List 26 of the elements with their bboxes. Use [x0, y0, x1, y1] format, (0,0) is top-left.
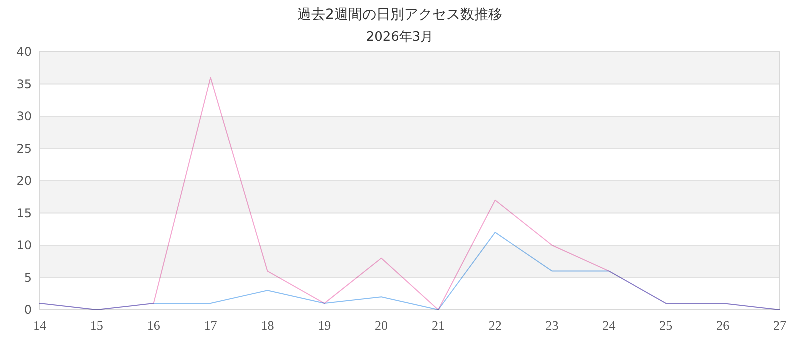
x-tick-label: 24: [602, 318, 616, 333]
x-tick-label: 27: [774, 318, 787, 333]
y-tick-label: 30: [16, 110, 32, 124]
x-tick-label: 23: [546, 318, 559, 333]
y-tick-label: 35: [16, 77, 32, 92]
y-tick-label: 25: [16, 142, 32, 156]
x-tick-label: 26: [716, 318, 730, 333]
x-tick-label: 17: [204, 318, 218, 333]
y-tick-label: 40: [16, 45, 32, 59]
x-tick-label: 21: [432, 318, 445, 333]
y-tick-label: 0: [24, 303, 32, 317]
x-tick-label: 18: [261, 318, 274, 333]
y-tick-label: 5: [24, 270, 32, 285]
x-tick-label: 15: [90, 318, 104, 333]
x-tick-label: 22: [488, 318, 502, 333]
chart-subtitle: 2026年3月: [366, 30, 434, 45]
y-tick-label: 20: [16, 174, 32, 188]
x-tick-label: 20: [375, 318, 388, 333]
y-tick-label: 15: [16, 206, 32, 220]
x-tick-label: 16: [147, 318, 161, 333]
x-tick-label: 19: [318, 318, 332, 333]
x-tick-label: 14: [34, 318, 47, 333]
line-series: [40, 77, 780, 310]
chart-title: 過去2週間の日別アクセス数推移: [298, 7, 502, 23]
y-tick-label: 10: [16, 238, 32, 252]
x-tick-label: 25: [660, 318, 673, 333]
